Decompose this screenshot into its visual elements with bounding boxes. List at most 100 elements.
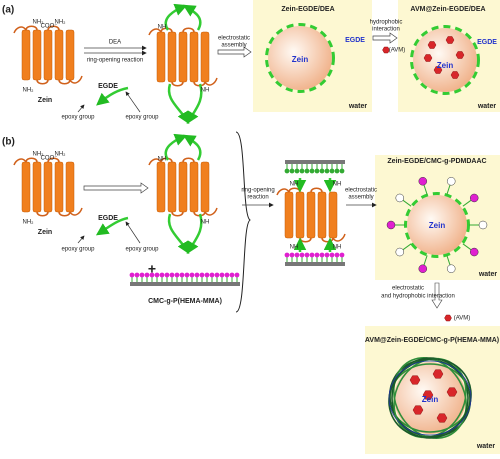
charged-group xyxy=(304,168,310,174)
arrow xyxy=(431,282,443,309)
connector xyxy=(321,237,334,243)
egde-shell xyxy=(265,23,335,93)
label: water xyxy=(478,271,498,278)
label: DEA xyxy=(109,40,121,46)
connector xyxy=(235,131,251,313)
label: + xyxy=(148,261,156,277)
label: NH₂ xyxy=(33,20,45,26)
connector xyxy=(204,77,218,86)
charged-group xyxy=(194,272,200,278)
label: electrostatic xyxy=(218,36,250,42)
charged-group xyxy=(289,168,295,174)
charged-group xyxy=(154,272,160,278)
charged-group xyxy=(324,168,330,174)
connector xyxy=(164,133,188,161)
label: epoxy group xyxy=(125,115,159,121)
label: water xyxy=(348,103,368,110)
charged-group xyxy=(314,252,320,258)
helix xyxy=(178,31,188,83)
label: Zein xyxy=(292,55,309,64)
label: and hydrophobic interaction xyxy=(381,294,455,300)
charged-group xyxy=(209,272,215,278)
polymer-backbone xyxy=(285,160,345,164)
connector xyxy=(148,28,162,36)
label: COO⁻ xyxy=(41,156,58,162)
connector xyxy=(167,213,190,255)
helix xyxy=(306,191,316,239)
label: NH xyxy=(290,245,299,251)
charged-group xyxy=(469,247,479,257)
charged-group xyxy=(134,272,140,278)
charged-group xyxy=(164,272,170,278)
label: CMC-g-P(HEMA-MMA) xyxy=(148,298,222,305)
charged-group xyxy=(229,272,235,278)
charged-group xyxy=(129,272,135,278)
connector xyxy=(36,211,49,217)
charged-group xyxy=(319,168,325,174)
arrow xyxy=(372,32,398,44)
connector xyxy=(167,83,190,125)
drug-hexagon xyxy=(423,54,433,62)
label: water xyxy=(476,443,496,450)
charged-group xyxy=(334,252,340,258)
arrow xyxy=(217,46,252,58)
charged-group xyxy=(418,264,428,273)
label: electrostatic xyxy=(392,286,424,292)
connector xyxy=(25,25,38,31)
helix xyxy=(295,191,305,239)
charged-group xyxy=(169,272,175,278)
label: NH₂ xyxy=(23,88,35,94)
connector xyxy=(182,27,195,33)
charged-group xyxy=(294,168,300,174)
connector xyxy=(182,4,202,31)
helix xyxy=(189,161,199,213)
charged-group xyxy=(294,252,300,258)
charged-group xyxy=(299,252,305,258)
connector xyxy=(164,3,188,31)
label: (a) xyxy=(2,5,14,16)
helix xyxy=(178,161,188,213)
drug-hexagon xyxy=(444,314,452,322)
charged-group xyxy=(174,272,180,278)
charged-group xyxy=(324,252,330,258)
label: epoxy group xyxy=(61,115,95,121)
connector xyxy=(13,158,27,166)
connector xyxy=(288,187,301,193)
connector xyxy=(125,221,141,244)
charged-group xyxy=(395,193,405,203)
charged-group xyxy=(478,220,488,230)
charged-group xyxy=(184,272,190,278)
label: Zein xyxy=(437,61,454,70)
polymer-shell xyxy=(391,357,469,439)
label: ring-opening reaction xyxy=(87,58,143,64)
charged-group xyxy=(304,252,310,258)
charged-group xyxy=(144,272,150,278)
label: assembly xyxy=(348,195,373,201)
label: Zein-EGDE/CMC-g-PDMDAAC xyxy=(387,158,486,165)
helix xyxy=(54,29,64,81)
helix xyxy=(21,29,31,81)
charged-group xyxy=(284,168,290,174)
label: COO⁻ xyxy=(41,24,58,30)
helix xyxy=(156,31,166,83)
charged-group xyxy=(334,168,340,174)
label: Zein xyxy=(38,97,52,104)
charged-group xyxy=(319,252,325,258)
charged-group xyxy=(339,252,345,258)
drug-hexagon xyxy=(455,51,465,59)
connector xyxy=(58,211,71,217)
label: EGDE xyxy=(345,37,365,44)
label: AVM@Zein-EGDE/DEA xyxy=(410,6,485,13)
polymer-shell xyxy=(388,360,472,436)
connector xyxy=(171,81,184,87)
polymer-backbone xyxy=(130,282,240,286)
label: NH xyxy=(158,25,167,31)
charged-group xyxy=(149,272,155,278)
label: (b) xyxy=(2,137,15,148)
drug-hexagon xyxy=(450,71,460,79)
connector xyxy=(186,83,203,125)
helix xyxy=(32,29,42,81)
label: AVM@Zein-EGDE/CMC-g-P(HEMA-MMA) xyxy=(365,337,499,344)
connector xyxy=(13,26,27,34)
drug-hexagon xyxy=(436,413,448,423)
